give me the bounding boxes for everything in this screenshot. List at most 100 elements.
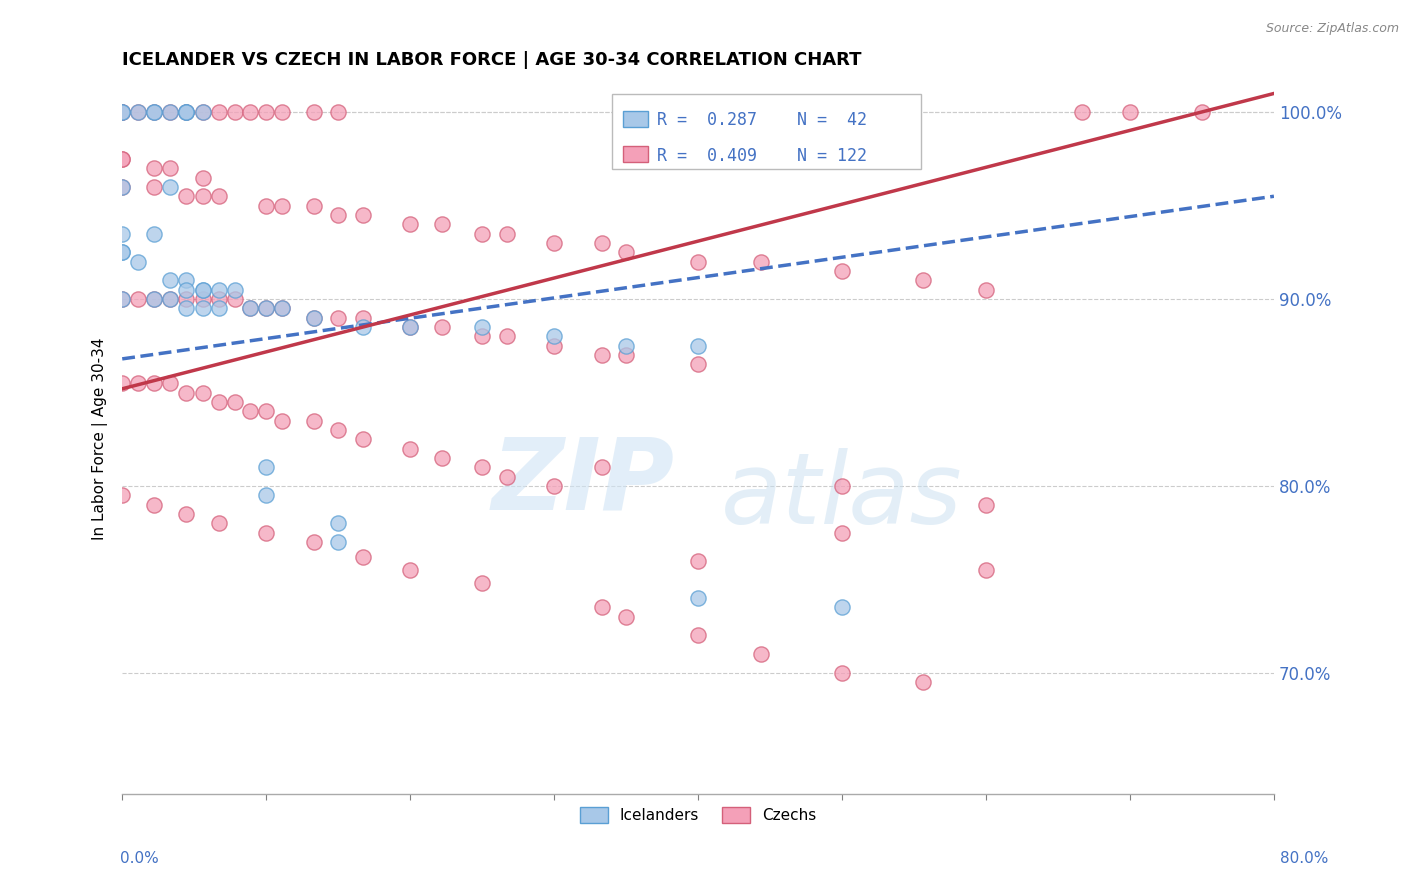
Point (831, 600, 853, 615)
Point (614, 348, 637, 362)
Point (111, 227, 134, 241)
Point (328, 105, 350, 120)
Point (159, 161, 181, 176)
Text: ICELANDER VS CZECH IN LABOR FORCE | AGE 30-34 CORRELATION CHART: ICELANDER VS CZECH IN LABOR FORCE | AGE … (122, 51, 862, 69)
Point (911, 273, 934, 287)
Point (328, 516, 350, 531)
Text: R =  0.287    N =  42: R = 0.287 N = 42 (657, 112, 866, 129)
Point (591, 600, 613, 615)
Point (159, 273, 181, 287)
Point (591, 348, 613, 362)
Point (614, 339, 637, 353)
Point (399, 563, 422, 577)
Point (352, 310, 374, 325)
Point (495, 469, 517, 483)
Point (471, 320, 494, 334)
Point (191, 105, 214, 120)
Point (111, 245, 134, 260)
Text: 0.0%: 0.0% (120, 852, 159, 866)
Point (224, 283, 246, 297)
Point (174, 507, 197, 521)
Point (174, 189, 197, 203)
Point (159, 180, 181, 194)
Text: atlas: atlas (721, 448, 963, 544)
Point (254, 404, 277, 418)
Point (224, 395, 246, 409)
Point (159, 105, 181, 120)
Point (831, 665, 853, 680)
Point (430, 450, 453, 465)
Point (191, 189, 214, 203)
Point (174, 301, 197, 316)
Text: 80.0%: 80.0% (1281, 852, 1329, 866)
Point (127, 376, 149, 391)
Point (111, 245, 134, 260)
Legend: Icelanders, Czechs: Icelanders, Czechs (574, 801, 823, 830)
Point (614, 245, 637, 260)
Point (254, 488, 277, 502)
Point (1119, 105, 1142, 120)
Point (208, 301, 231, 316)
Point (111, 488, 134, 502)
Point (352, 549, 374, 564)
Point (127, 105, 149, 120)
Point (127, 254, 149, 268)
Point (471, 227, 494, 241)
Point (974, 283, 997, 297)
Point (174, 273, 197, 287)
Point (495, 227, 517, 241)
Point (159, 292, 181, 306)
Point (208, 105, 231, 120)
Point (142, 105, 165, 120)
Point (495, 329, 517, 343)
Point (191, 283, 214, 297)
Point (974, 563, 997, 577)
Point (191, 170, 214, 185)
Point (208, 516, 231, 531)
Point (686, 254, 709, 268)
Point (174, 385, 197, 400)
Point (174, 283, 197, 297)
Point (399, 320, 422, 334)
Point (591, 460, 613, 475)
Point (159, 376, 181, 391)
Point (159, 105, 181, 120)
Point (239, 105, 262, 120)
Point (471, 329, 494, 343)
Point (142, 292, 165, 306)
Point (208, 283, 231, 297)
Point (328, 208, 350, 222)
Point (328, 310, 350, 325)
Point (686, 591, 709, 606)
Text: R =  0.409    N = 122: R = 0.409 N = 122 (657, 147, 866, 165)
Point (302, 310, 325, 325)
Text: ZIP: ZIP (492, 434, 675, 531)
Point (686, 554, 709, 568)
Point (254, 525, 277, 540)
Point (543, 329, 565, 343)
Point (174, 292, 197, 306)
Point (352, 320, 374, 334)
Point (543, 339, 565, 353)
Point (191, 385, 214, 400)
Point (224, 105, 246, 120)
Point (543, 479, 565, 493)
Point (399, 217, 422, 231)
Point (142, 105, 165, 120)
Point (142, 161, 165, 176)
Point (224, 292, 246, 306)
Point (159, 292, 181, 306)
Point (111, 105, 134, 120)
Point (111, 105, 134, 120)
Point (831, 479, 853, 493)
Point (142, 105, 165, 120)
Point (911, 675, 934, 690)
Point (111, 152, 134, 166)
Point (174, 105, 197, 120)
Point (239, 301, 262, 316)
Point (430, 320, 453, 334)
Point (471, 806, 494, 821)
Point (430, 217, 453, 231)
Point (271, 301, 294, 316)
Point (142, 180, 165, 194)
